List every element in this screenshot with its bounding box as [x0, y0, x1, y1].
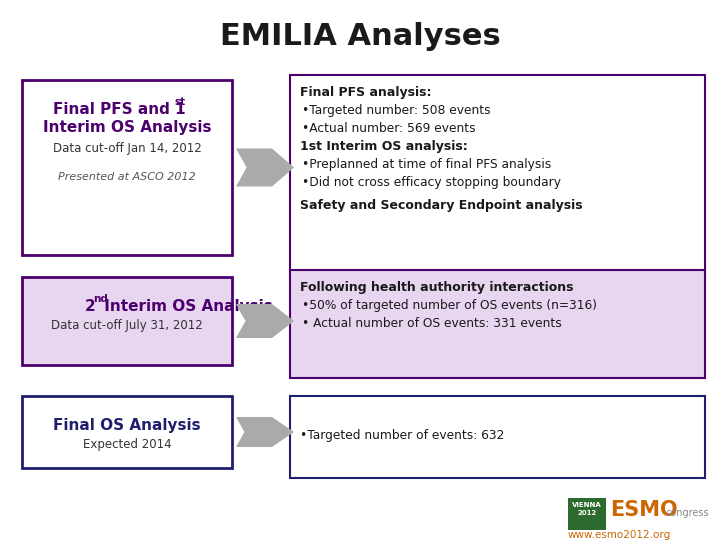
- Bar: [290, 396, 705, 478]
- Text: st: st: [174, 97, 186, 107]
- Text: Presented at ASCO 2012: Presented at ASCO 2012: [58, 172, 196, 182]
- Text: Expected 2014: Expected 2014: [83, 438, 171, 451]
- Text: •Did not cross efficacy stopping boundary: •Did not cross efficacy stopping boundar…: [302, 176, 561, 189]
- Bar: [22, 396, 232, 468]
- Text: Final PFS and 1: Final PFS and 1: [53, 102, 185, 117]
- Bar: [290, 75, 705, 275]
- Polygon shape: [236, 417, 294, 447]
- Text: •Preplanned at time of final PFS analysis: •Preplanned at time of final PFS analysi…: [302, 158, 552, 171]
- Text: Interim OS Analysis: Interim OS Analysis: [42, 120, 211, 135]
- Text: Data cut-off Jan 14, 2012: Data cut-off Jan 14, 2012: [53, 142, 202, 155]
- Text: Safety and Secondary Endpoint analysis: Safety and Secondary Endpoint analysis: [300, 199, 582, 212]
- Text: • Actual number of OS events: 331 events: • Actual number of OS events: 331 events: [302, 317, 562, 330]
- Text: 2012: 2012: [577, 510, 597, 516]
- Text: congress: congress: [665, 508, 708, 518]
- Polygon shape: [236, 148, 294, 186]
- Text: 2: 2: [85, 299, 96, 314]
- Text: Following health authority interactions: Following health authority interactions: [300, 281, 574, 294]
- Text: •Targeted number of events: 632: •Targeted number of events: 632: [300, 429, 505, 442]
- Text: VIENNA: VIENNA: [572, 502, 602, 508]
- Text: •Targeted number: 508 events: •Targeted number: 508 events: [302, 104, 490, 117]
- Text: EMILIA Analyses: EMILIA Analyses: [220, 22, 500, 51]
- Polygon shape: [236, 304, 294, 338]
- Text: Final PFS analysis:: Final PFS analysis:: [300, 86, 431, 99]
- Bar: [290, 270, 705, 378]
- Bar: [22, 80, 232, 255]
- Text: •Actual number: 569 events: •Actual number: 569 events: [302, 122, 476, 135]
- Text: Data cut-off July 31, 2012: Data cut-off July 31, 2012: [51, 319, 203, 332]
- Bar: [568, 498, 606, 530]
- Bar: [22, 277, 232, 365]
- Text: www.esmo2012.org: www.esmo2012.org: [568, 530, 671, 540]
- Text: Interim OS Analysis: Interim OS Analysis: [99, 299, 273, 314]
- Text: 1st Interim OS analysis:: 1st Interim OS analysis:: [300, 140, 468, 153]
- Text: Final OS Analysis: Final OS Analysis: [53, 418, 201, 433]
- Text: •50% of targeted number of OS events (n=316): •50% of targeted number of OS events (n=…: [302, 299, 597, 312]
- Text: ESMO: ESMO: [610, 500, 678, 520]
- Text: nd: nd: [93, 294, 108, 304]
